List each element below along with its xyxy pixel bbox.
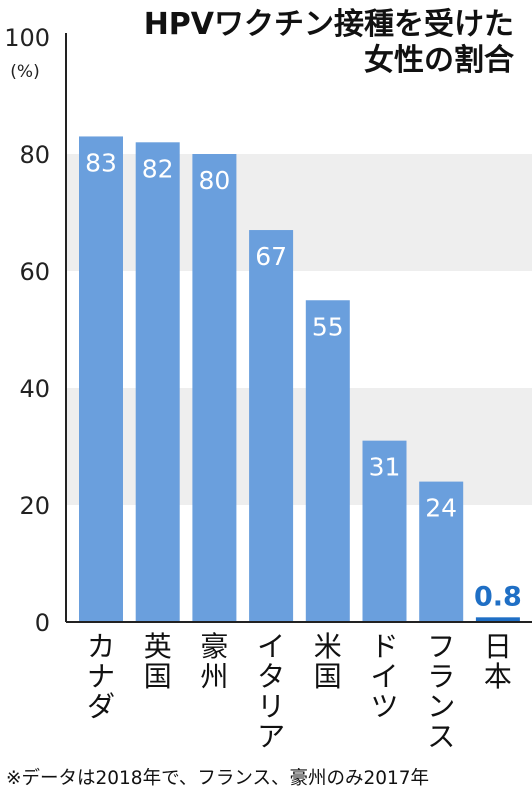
footnote: ※データは2018年で、フランス、豪州のみ2017年: [6, 768, 429, 789]
bar-value-label: 24: [425, 494, 457, 523]
y-tick-label: 60: [19, 258, 50, 286]
bar: [475, 617, 520, 622]
y-tick-label: 0: [35, 609, 50, 637]
category-label: フランス: [427, 630, 455, 753]
bar-value-label: 83: [85, 148, 117, 177]
y-tick-label: 100: [4, 24, 50, 52]
chart-title-line: 女性の割合: [364, 43, 514, 78]
bar: [362, 440, 407, 622]
category-label: イタリア: [257, 630, 285, 753]
category-label: 英国: [144, 630, 172, 693]
category-label: 日本: [484, 630, 512, 693]
bar-value-label: 67: [255, 242, 287, 271]
bar: [135, 142, 180, 623]
category-label: ドイツ: [370, 630, 398, 723]
bar: [192, 154, 237, 622]
bar: [249, 230, 294, 623]
category-label: 米国: [314, 630, 342, 693]
category-label: カナダ: [87, 630, 115, 723]
y-axis-unit-label: (%): [10, 62, 39, 82]
category-label: 豪州: [200, 630, 228, 693]
y-tick-label: 80: [19, 141, 50, 169]
bar: [79, 136, 123, 622]
bar-value-label: 80: [198, 166, 230, 195]
y-tick-label: 20: [19, 492, 50, 520]
bar: [305, 300, 350, 622]
y-tick-label: 40: [19, 375, 50, 403]
chart-title-line: HPVワクチン接種を受けた: [144, 7, 514, 42]
bar-value-label: 0.8: [474, 581, 522, 612]
bar-value-label: 55: [312, 312, 344, 341]
bar: [419, 481, 464, 622]
bar-value-label: 82: [142, 154, 174, 183]
bar-value-label: 31: [369, 453, 401, 482]
